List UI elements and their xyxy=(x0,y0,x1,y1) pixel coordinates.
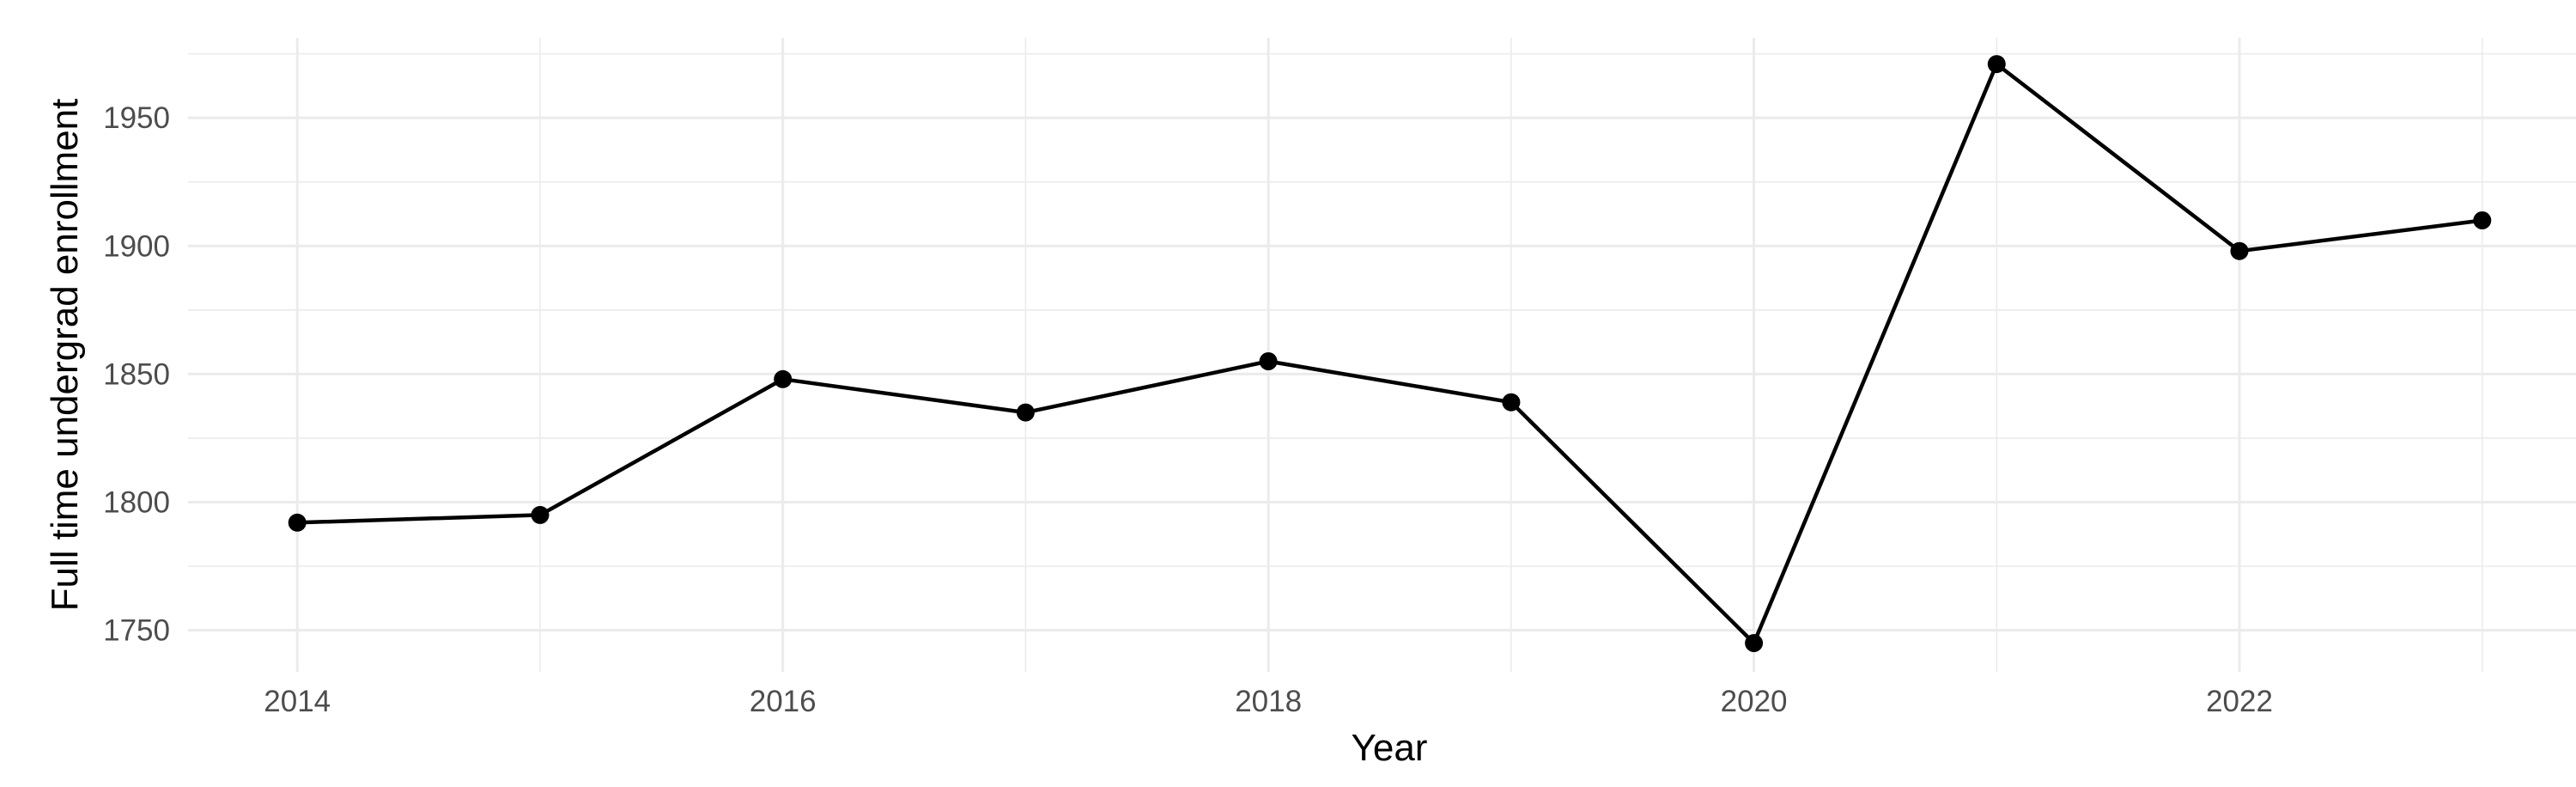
x-tick-label: 2022 xyxy=(2206,685,2273,718)
chart-svg: 1750 1800 1850 1900 1950 2014 2016 2018 2020 202… xyxy=(34,14,2576,787)
data-point xyxy=(1987,55,2006,74)
y-tick-label: 1800 xyxy=(103,485,170,519)
x-tick-label: 2016 xyxy=(750,685,817,718)
data-series-points xyxy=(288,55,2492,652)
y-axis-tick-labels: 1750 1800 1850 1900 1950 xyxy=(103,101,170,647)
y-axis-title: Full time undergrad enrollment xyxy=(44,99,86,612)
data-point xyxy=(1016,403,1035,422)
minor-gridlines xyxy=(188,38,2576,672)
data-point xyxy=(531,505,550,524)
y-tick-label: 1750 xyxy=(103,614,170,648)
x-tick-label: 2014 xyxy=(264,685,331,718)
data-point xyxy=(2230,241,2249,260)
data-point xyxy=(774,369,793,388)
data-point xyxy=(1259,352,1278,370)
enrollment-line xyxy=(295,62,2485,645)
x-tick-label: 2020 xyxy=(1721,685,1788,718)
y-tick-label: 1950 xyxy=(103,101,170,135)
y-tick-label: 1850 xyxy=(103,357,170,391)
data-point xyxy=(288,513,307,532)
data-point xyxy=(2473,211,2492,229)
enrollment-line-chart-figure: 1750 1800 1850 1900 1950 2014 2016 2018 2020 202… xyxy=(34,14,2576,787)
y-tick-label: 1900 xyxy=(103,229,170,263)
data-point xyxy=(1502,393,1521,412)
data-series-line xyxy=(295,62,2485,645)
chart-background xyxy=(34,14,2576,787)
data-point xyxy=(1745,634,1764,652)
x-axis-tick-labels: 2014 2016 2018 2020 2022 xyxy=(264,685,2273,718)
x-tick-label: 2018 xyxy=(1235,685,1302,718)
x-axis-title: Year xyxy=(1352,727,1428,769)
